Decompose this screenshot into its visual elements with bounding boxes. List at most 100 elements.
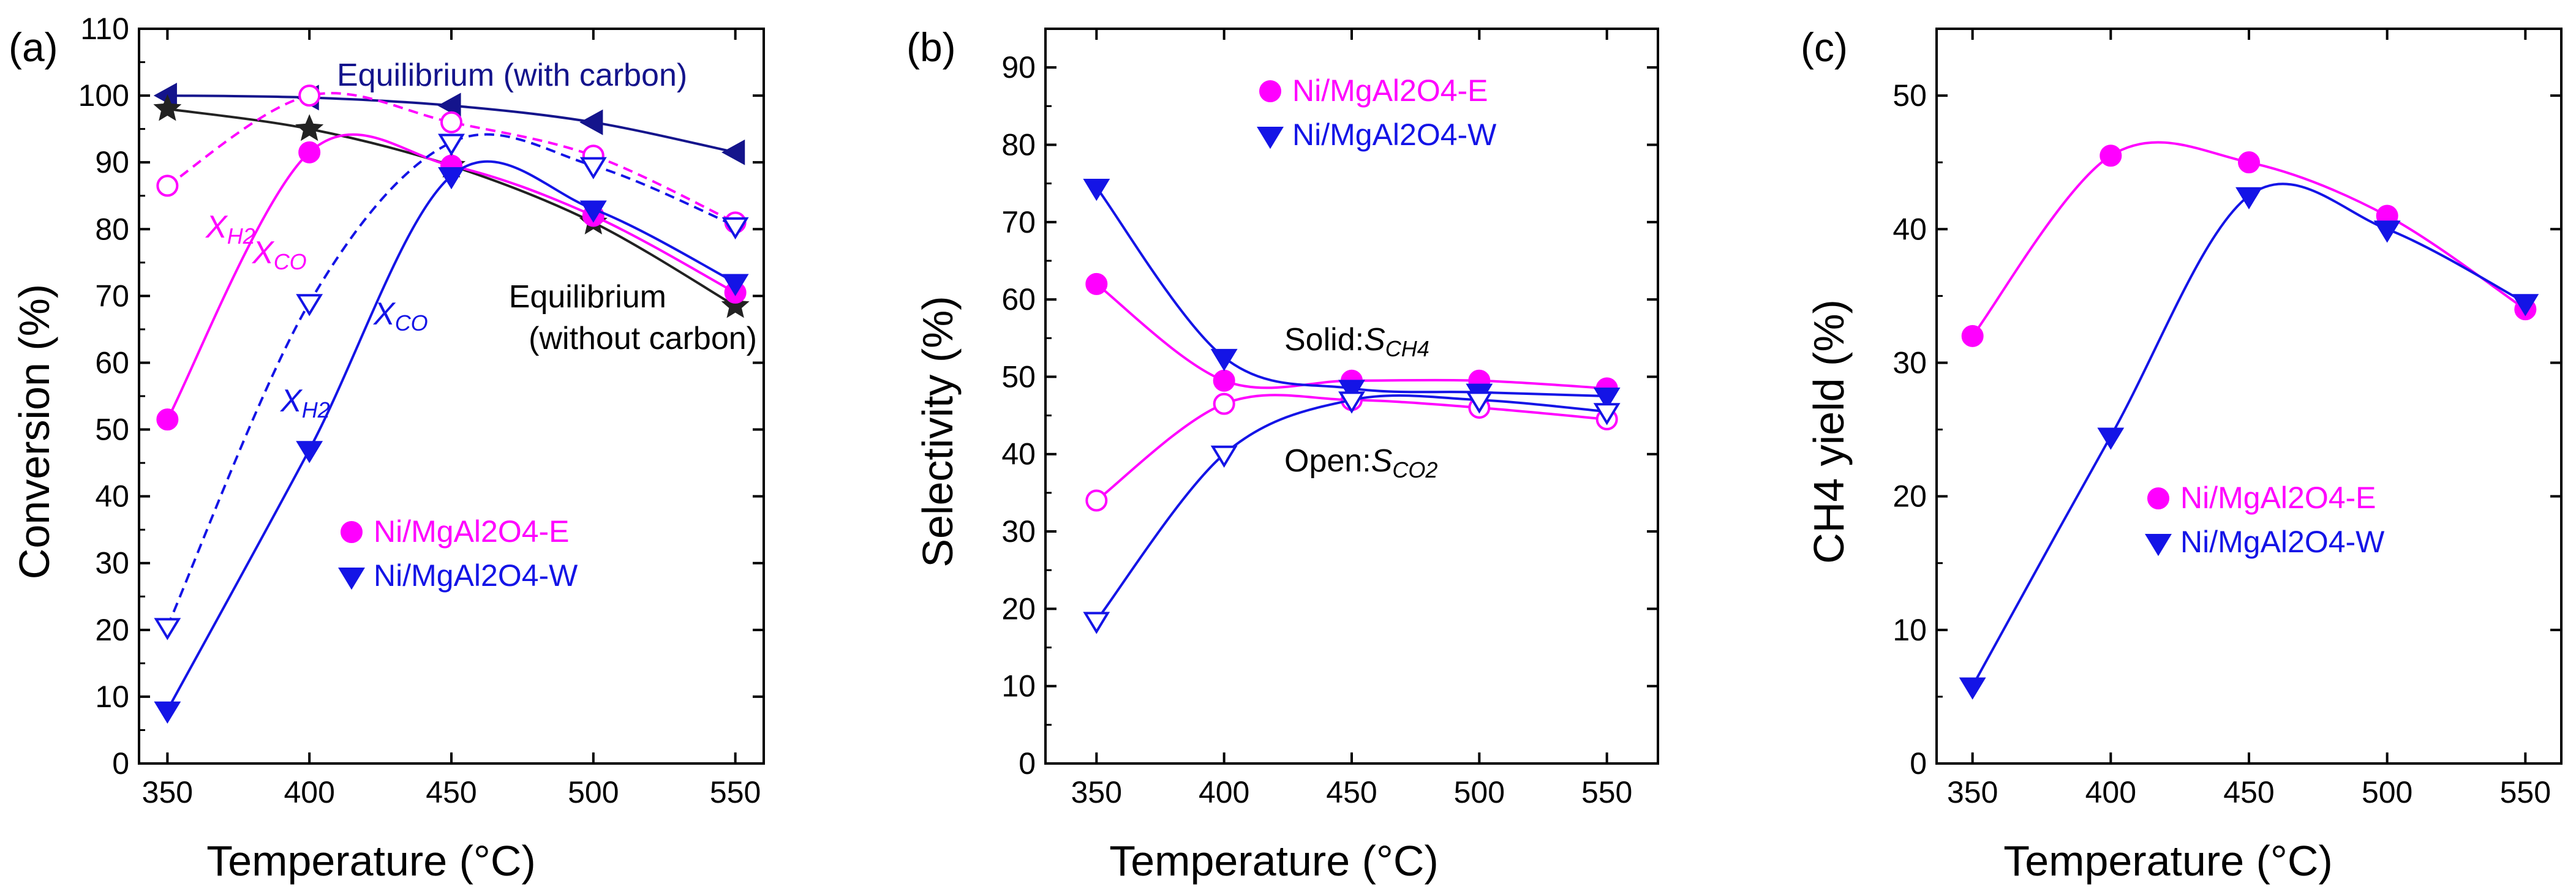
y-tick-label-c: 10 [1892, 613, 1927, 647]
data-point-a-5 [438, 133, 465, 156]
data-point-b-1 [1213, 392, 1235, 415]
x-tick-label-c: 450 [2223, 775, 2274, 809]
y-tick-label-c: 50 [1892, 78, 1927, 113]
series-line-c-1 [1971, 182, 2526, 687]
data-point-a-1 [295, 114, 324, 141]
annotation-open-s-co2: Open:SCO2 [1284, 443, 1437, 482]
plot-layer: 350 400 450 500 5500102030405060708090100110… [78, 12, 2563, 809]
x-tick-label-a: 350 [142, 775, 193, 809]
x-tick-label-c: 350 [1947, 775, 1998, 809]
data-point-c-1 [2512, 294, 2539, 317]
y-tick-label-c: 0 [1910, 746, 1927, 781]
data-point-c-0 [2100, 144, 2122, 167]
x-tick-label-a: 500 [568, 775, 619, 809]
data-point-a-5 [579, 157, 607, 179]
x-axis-label-a: Temperature (°C) [206, 837, 536, 885]
data-point-a-1 [721, 291, 750, 318]
series-line-a-2 [166, 133, 736, 421]
legend-label-c-1: Ni/MgAl2O4-W [2180, 525, 2385, 559]
legend-marker-b-0 [1259, 80, 1281, 102]
data-point-a-4 [579, 200, 607, 223]
axes-frame-c [1935, 28, 2563, 765]
y-tick-label-b: 20 [1001, 591, 1036, 626]
legend-marker-a-1 [338, 568, 365, 590]
data-point-a-5 [721, 217, 749, 240]
y-tick-label-a: 0 [112, 746, 129, 781]
data-point-c-1 [2097, 427, 2125, 450]
series-line-a-4 [166, 160, 736, 711]
data-point-b-2 [1210, 348, 1238, 372]
data-point-b-3 [1466, 391, 1493, 414]
annotation-solid-s-ch4: Solid:SCH4 [1284, 322, 1429, 361]
plot-c: 350 400 450 500 550 0 10 20 30 40 50 Ni/MgAl2O4-E Ni… [1892, 28, 2563, 809]
annotation-x-co-w: XCO [373, 296, 428, 336]
data-point-a-4 [154, 701, 181, 724]
data-point-b-2 [1083, 178, 1110, 201]
x-tick-label-b: 400 [1199, 775, 1249, 809]
y-axis-label-c: CH4 yield (%) [1805, 299, 1853, 564]
legend-label-a-0: Ni/MgAl2O4-E [374, 514, 570, 549]
x-tick-label-b: 500 [1454, 775, 1505, 809]
x-tick-label-b: 550 [1581, 775, 1632, 809]
plot-b: 350 400 450 500 550 0 10 20 30 40 50 60 70 80 90 Ni/MgA… [1001, 28, 1659, 809]
data-point-b-0 [1085, 272, 1108, 295]
y-tick-label-a: 100 [78, 78, 129, 113]
data-point-b-1 [1085, 489, 1108, 512]
y-tick-label-a: 10 [95, 680, 129, 714]
x-tick-label-c: 500 [2362, 775, 2412, 809]
y-tick-label-a: 20 [95, 613, 129, 647]
data-point-a-0 [437, 92, 461, 119]
data-point-a-0 [721, 139, 745, 165]
annotation-eq-with-carbon: Equilibrium (with carbon) [337, 58, 687, 93]
series-line-b-2 [1095, 186, 1607, 397]
y-tick-label-a: 40 [95, 479, 129, 514]
y-tick-label-a: 80 [95, 212, 129, 246]
data-point-a-0 [579, 109, 603, 135]
y-tick-label-a: 90 [95, 145, 129, 179]
data-point-b-3 [1210, 445, 1238, 468]
annotation-eq-without-carbon-1: Equilibrium [509, 279, 666, 315]
data-point-b-2 [1593, 388, 1621, 410]
data-point-a-4 [721, 274, 749, 296]
data-point-b-0 [1213, 369, 1235, 392]
y-tick-label-b: 90 [1001, 50, 1036, 84]
annotation-x-h2-w: XH2 [280, 383, 330, 422]
series-line-a-5 [166, 133, 736, 628]
plot-a: 350 400 450 500 550 0 10 20 30 40 50 60 70 80 90 100 110… [78, 12, 765, 809]
panel-label-a: (a) [9, 24, 58, 70]
series-line-a-3 [167, 92, 736, 224]
data-point-a-3 [440, 111, 462, 133]
legend-label-b-0: Ni/MgAl2O4-E [1292, 73, 1488, 108]
data-point-c-1 [2373, 220, 2401, 243]
data-point-b-3 [1593, 403, 1621, 426]
data-point-c-0 [1961, 324, 1984, 347]
panel-a: (a) Conversion (%) Temperature (°C) Equi… [9, 24, 757, 885]
data-point-c-0 [2238, 151, 2260, 174]
x-tick-label-a: 450 [426, 775, 476, 809]
y-tick-label-a: 70 [95, 279, 129, 313]
data-point-a-5 [154, 618, 181, 640]
y-tick-label-b: 40 [1001, 437, 1036, 471]
x-axis-label-c: Temperature (°C) [2003, 837, 2333, 885]
annotation-eq-without-carbon-2: (without carbon) [529, 321, 757, 356]
panel-label-c: (c) [1801, 24, 1848, 70]
y-tick-label-a: 50 [95, 413, 129, 447]
data-point-a-3 [298, 84, 321, 107]
y-tick-label-b: 0 [1019, 746, 1036, 781]
data-point-a-2 [298, 141, 321, 163]
y-tick-label-b: 60 [1001, 282, 1036, 317]
x-axis-label-b: Temperature (°C) [1109, 837, 1439, 885]
data-point-b-2 [1338, 380, 1365, 402]
y-tick-label-a: 110 [80, 12, 129, 46]
legend-marker-b-1 [1257, 127, 1284, 149]
x-tick-label-c: 400 [2085, 775, 2136, 809]
y-tick-label-c: 20 [1892, 479, 1927, 514]
panel-label-b: (b) [906, 24, 956, 70]
y-axis-label-a: Conversion (%) [10, 284, 58, 579]
legend-label-a-1: Ni/MgAl2O4-W [374, 558, 578, 593]
y-tick-label-b: 80 [1001, 127, 1036, 162]
data-point-a-4 [296, 441, 323, 463]
y-axis-label-b: Selectivity (%) [914, 296, 962, 567]
y-tick-label-b: 50 [1001, 359, 1036, 394]
